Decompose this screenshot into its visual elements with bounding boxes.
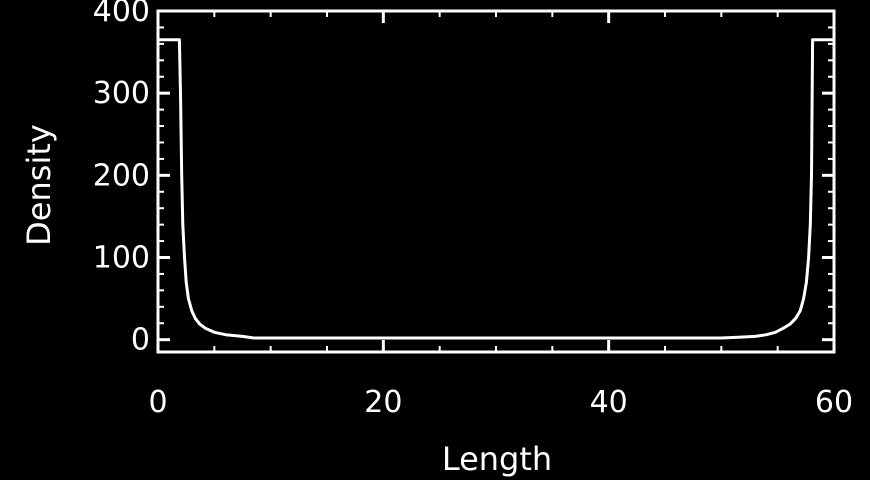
- y-axis-title: Density: [20, 124, 58, 246]
- y-tick-label: 100: [93, 241, 150, 276]
- x-tick-label: 60: [815, 385, 853, 420]
- tick-labels: 0 20 40 60 0 100 200 300 400: [93, 0, 853, 420]
- x-tick-label: 20: [364, 385, 402, 420]
- y-tick-label: 300: [93, 76, 150, 111]
- y-tick-label: 400: [93, 0, 150, 29]
- x-tick-label: 0: [148, 385, 167, 420]
- x-axis-title: Length: [442, 440, 552, 478]
- x-tick-label: 40: [590, 385, 628, 420]
- axis-ticks: [156, 9, 836, 352]
- y-tick-label: 0: [131, 323, 150, 358]
- y-tick-label: 200: [93, 158, 150, 193]
- density-series-line: [159, 38, 833, 340]
- series-layer: [159, 38, 833, 340]
